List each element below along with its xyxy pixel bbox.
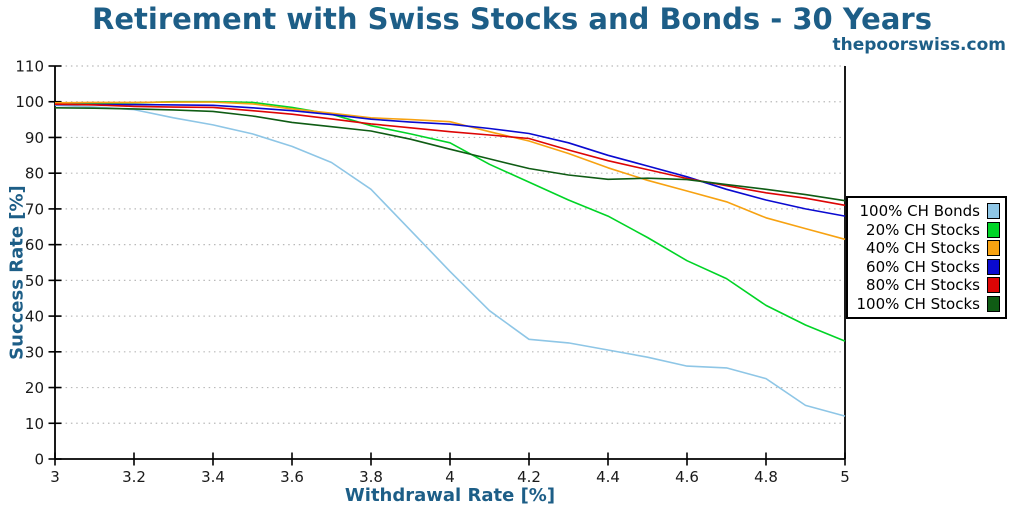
- x-tick-label: 3.8: [359, 468, 383, 486]
- x-tick-label: 3.6: [280, 468, 304, 486]
- y-tick-label: 60: [25, 236, 44, 254]
- legend-label: 20% CH Stocks: [866, 220, 980, 239]
- series-line: [55, 103, 846, 217]
- x-tick-label: 3: [50, 468, 60, 486]
- series-line: [54, 104, 846, 417]
- legend-swatch: [987, 277, 1000, 294]
- x-axis-title: Withdrawal Rate [%]: [344, 485, 556, 506]
- y-tick-label: 90: [25, 129, 44, 147]
- x-tick-label: 4.2: [517, 468, 541, 486]
- y-tick-label: 50: [25, 272, 44, 290]
- legend-swatch: [987, 295, 1000, 312]
- legend-item: 80% CH Stocks: [852, 276, 1000, 295]
- legend-swatch: [987, 221, 1000, 238]
- y-tick-label: 10: [25, 415, 44, 433]
- legend-swatch: [987, 258, 1000, 275]
- x-tick-label: 3.4: [201, 468, 225, 486]
- series-line: [54, 107, 846, 202]
- y-tick-label: 30: [25, 343, 44, 361]
- legend-item: 100% CH Stocks: [852, 295, 1000, 314]
- legend-label: 60% CH Stocks: [866, 257, 980, 276]
- x-tick-label: 4: [445, 468, 455, 486]
- chart-title: Retirement with Swiss Stocks and Bonds -…: [92, 2, 932, 36]
- y-tick-label: 40: [25, 308, 44, 326]
- x-tick-label: 4.4: [596, 468, 620, 486]
- legend-item: 20% CH Stocks: [852, 221, 1000, 240]
- legend-item: 40% CH Stocks: [852, 239, 1000, 258]
- x-tick-label: 4.6: [675, 468, 699, 486]
- y-tick-label: 70: [25, 200, 44, 218]
- legend-swatch: [987, 240, 1000, 257]
- legend-item: 60% CH Stocks: [852, 258, 1000, 277]
- series-line: [54, 103, 846, 207]
- series-line: [54, 101, 846, 241]
- y-tick-label: 20: [25, 379, 44, 397]
- legend-label: 100% CH Stocks: [856, 294, 980, 313]
- x-tick-label: 5: [840, 468, 850, 486]
- legend-box: 100% CH Bonds 20% CH Stocks 40% CH Stocks 6…: [846, 196, 1007, 319]
- x-tick-label: 4.8: [754, 468, 778, 486]
- legend-label: 80% CH Stocks: [866, 276, 980, 295]
- legend-label: 100% CH Bonds: [859, 202, 980, 221]
- legend-swatch: [987, 203, 1000, 220]
- legend-label: 40% CH Stocks: [866, 239, 980, 258]
- y-tick-label: 110: [15, 58, 44, 76]
- x-tick-label: 3.2: [122, 468, 146, 486]
- y-tick-label: 100: [15, 93, 44, 111]
- y-tick-label: 0: [34, 451, 44, 469]
- y-tick-label: 80: [25, 165, 44, 183]
- series-line: [55, 100, 846, 342]
- legend-item: 100% CH Bonds: [852, 202, 1000, 221]
- watermark-text: thepoorswiss.com: [832, 35, 1007, 55]
